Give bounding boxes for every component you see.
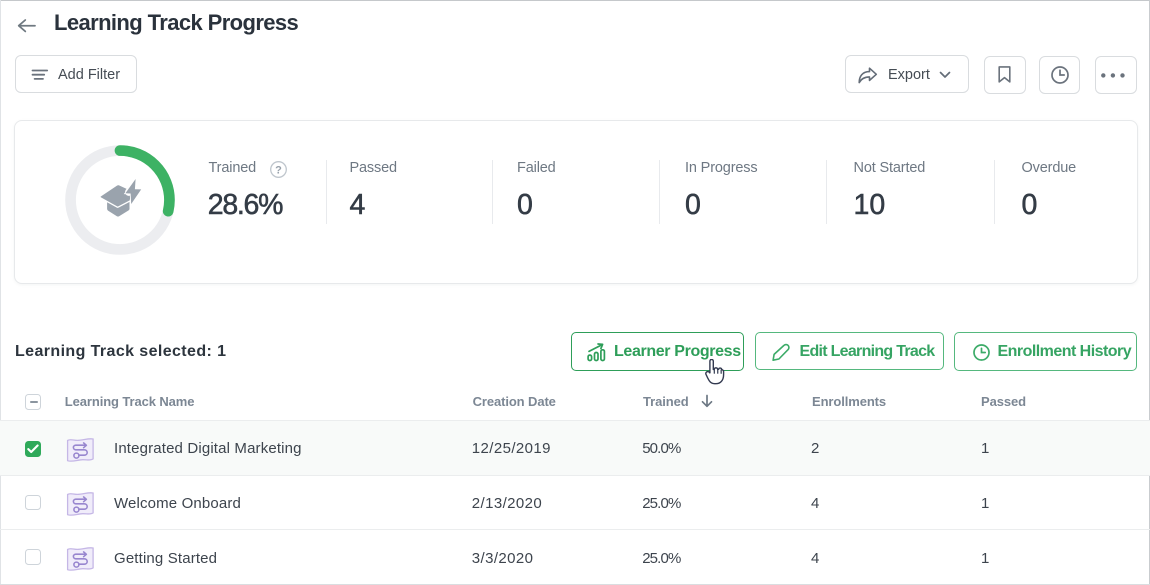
svg-text:?: ? <box>275 164 282 176</box>
